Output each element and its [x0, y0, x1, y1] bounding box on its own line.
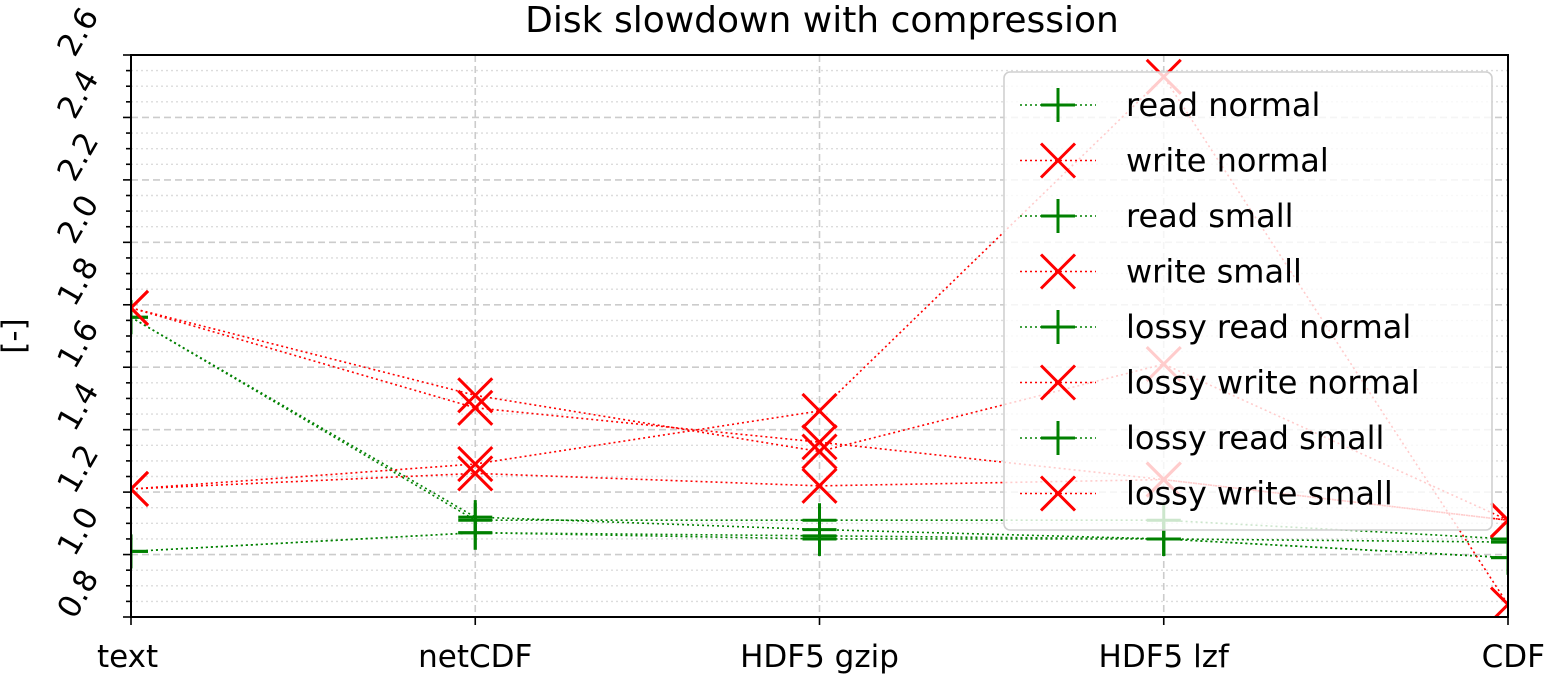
marker-stroke	[801, 424, 838, 461]
marker-stroke	[1489, 586, 1508, 607]
data-point	[1491, 540, 1508, 575]
marker-stroke	[801, 467, 838, 504]
data-point	[131, 470, 150, 508]
marker-stroke	[801, 433, 838, 470]
data-point	[1491, 525, 1508, 560]
x-tick-label: HDF5 lzf	[1099, 639, 1230, 675]
marker-stroke	[1039, 475, 1077, 512]
data-point	[801, 392, 838, 429]
data-point	[131, 534, 148, 569]
x-tick-label: netCDF	[418, 639, 532, 675]
series-line	[131, 75, 1508, 605]
marker-stroke	[1039, 364, 1077, 401]
y-tick-label: 2.0	[50, 189, 106, 250]
legend-label: lossy write small	[1126, 475, 1393, 513]
series-line	[131, 316, 1508, 540]
legend-label: lossy read small	[1126, 419, 1384, 457]
data-point	[457, 377, 494, 414]
data-point	[458, 515, 493, 550]
y-axis-label: [-]	[0, 318, 32, 353]
x-tick-label: HDF5 gzip	[740, 639, 899, 675]
data-point	[457, 445, 494, 483]
legend-label: read small	[1126, 197, 1293, 235]
legend-item: write normal	[1020, 142, 1329, 180]
legend-marker	[1041, 310, 1075, 344]
marker-stroke	[1493, 602, 1508, 617]
legend-label: lossy read normal	[1126, 308, 1411, 346]
legend-item: lossy read normal	[1020, 308, 1411, 346]
y-tick-label: 1.0	[50, 501, 106, 562]
marker-stroke	[131, 305, 150, 326]
data-point	[1489, 586, 1508, 617]
marker-stroke	[1039, 253, 1077, 290]
data-point	[1491, 521, 1508, 556]
y-tick-label: 2.6	[50, 2, 106, 63]
y-tick-label: 0.8	[50, 564, 106, 625]
legend-label: read normal	[1126, 86, 1320, 124]
legend-item: lossy read small	[1020, 419, 1384, 457]
marker-stroke	[457, 445, 494, 483]
y-tick-label: 1.2	[50, 439, 106, 500]
y-tick-label: 1.4	[50, 376, 106, 437]
marker-stroke	[131, 289, 150, 311]
y-tick-label: 1.6	[50, 314, 106, 375]
legend-marker	[1041, 421, 1075, 455]
marker-stroke	[801, 392, 838, 429]
series-line	[131, 316, 1508, 543]
data-point	[131, 289, 150, 326]
x-tick-label: text	[97, 639, 158, 675]
legend-box	[1003, 71, 1493, 531]
marker-stroke	[457, 377, 494, 414]
data-point	[1489, 502, 1508, 539]
legend-item: read normal	[1020, 86, 1320, 124]
legend-item: lossy write small	[1020, 475, 1393, 513]
legend-label: write small	[1126, 253, 1302, 291]
y-tick-label: 2.4	[50, 64, 106, 125]
legend-marker	[1041, 88, 1075, 122]
marker-stroke	[1039, 142, 1077, 179]
legend-marker	[1039, 364, 1077, 401]
legend: read normal write normal read small write s…	[1003, 71, 1493, 531]
legend-item: read small	[1020, 197, 1293, 235]
x-tick-label: CDF	[1482, 639, 1545, 675]
legend-marker	[1039, 142, 1077, 179]
y-tick-label: 1.8	[50, 251, 106, 312]
legend-marker	[1041, 199, 1075, 233]
marker-stroke	[1489, 518, 1508, 539]
data-point	[801, 433, 838, 470]
y-tick-label: 2.2	[50, 127, 106, 188]
marker-stroke	[131, 470, 150, 492]
legend-item: lossy write normal	[1020, 364, 1420, 402]
data-point	[801, 424, 838, 461]
legend-marker	[1039, 253, 1077, 290]
legend-label: lossy write normal	[1126, 364, 1420, 402]
legend-marker	[1039, 475, 1077, 512]
marker-stroke	[1489, 502, 1508, 523]
data-point	[802, 521, 837, 556]
legend-item: write small	[1020, 253, 1302, 291]
marker-stroke	[131, 486, 150, 508]
chart-title: Disk slowdown with compression	[525, 0, 1119, 41]
data-point	[801, 467, 838, 504]
legend-label: write normal	[1126, 142, 1329, 180]
